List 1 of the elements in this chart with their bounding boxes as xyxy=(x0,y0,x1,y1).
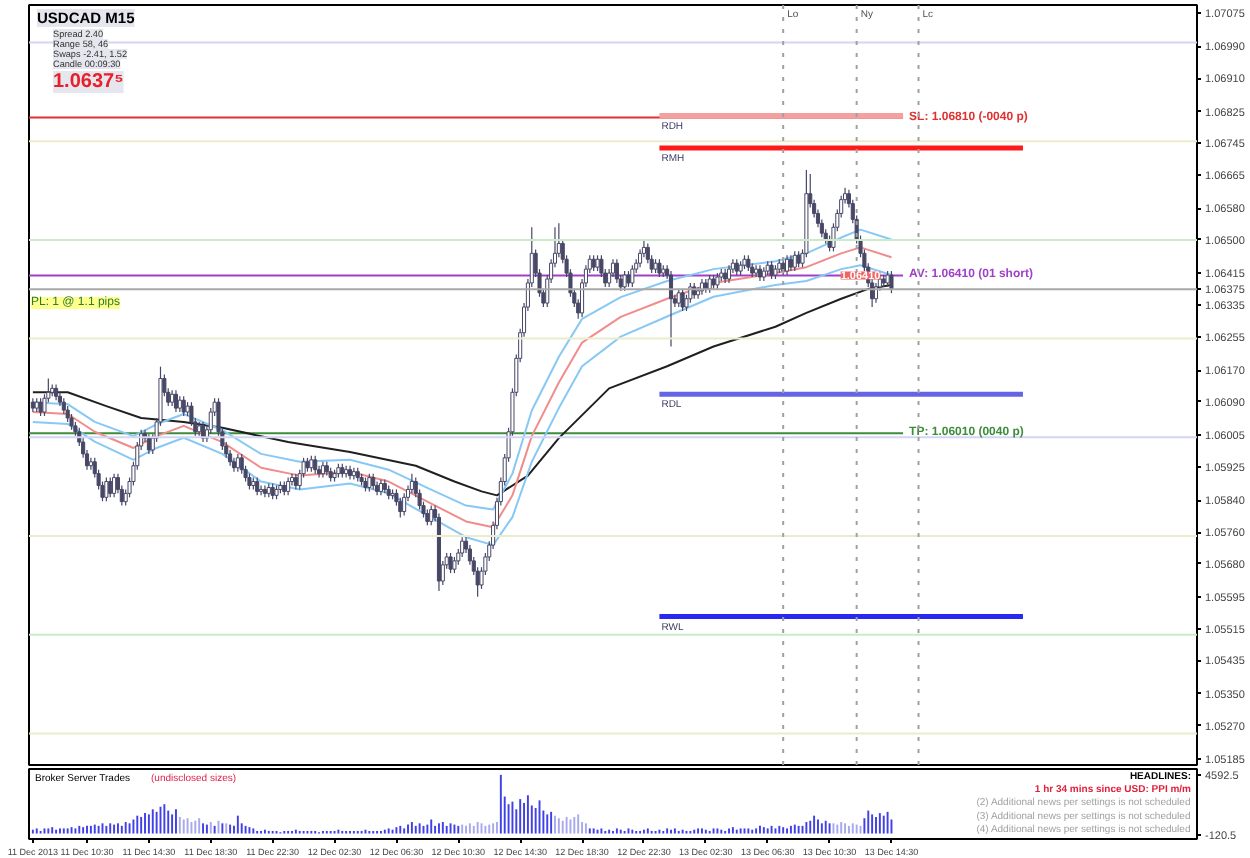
annotation: 1.0637⁵ xyxy=(53,71,125,93)
